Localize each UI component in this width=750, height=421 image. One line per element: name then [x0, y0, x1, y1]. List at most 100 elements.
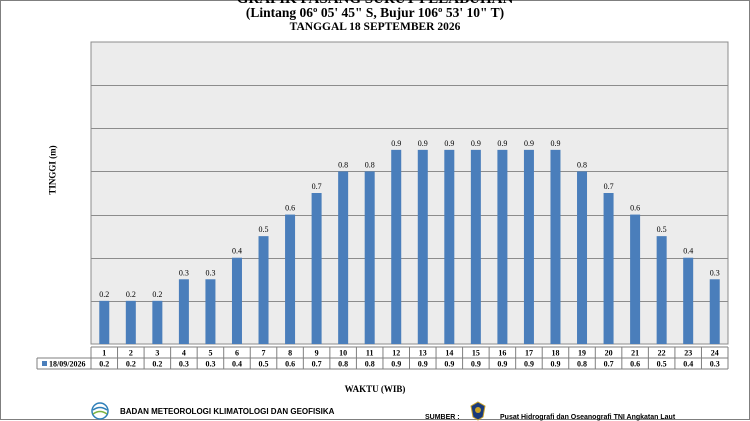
x-tick-label: 20: [605, 349, 613, 358]
bar-value-label: 0.2: [99, 290, 109, 299]
x-tick-label: 10: [339, 349, 347, 358]
x-tick-label: 24: [711, 349, 719, 358]
source-label: SUMBER :: [425, 414, 460, 421]
table-value-cell: 0.5: [259, 360, 269, 369]
legend-series-name: 18/09/2026: [49, 360, 85, 369]
table-value-cell: 0.9: [550, 360, 560, 369]
bar: [630, 214, 641, 344]
bar: [285, 214, 296, 344]
x-tick-label: 4: [182, 349, 186, 358]
bar-value-label: 0.9: [550, 139, 560, 148]
table-value-cell: 0.2: [126, 360, 136, 369]
bar-value-label: 0.3: [710, 268, 720, 277]
x-tick-label: 19: [578, 349, 586, 358]
table-value-cell: 0.3: [205, 360, 215, 369]
bar-value-label: 0.9: [497, 139, 507, 148]
bar: [391, 149, 402, 344]
bar: [364, 171, 375, 344]
table-value-cell: 0.5: [657, 360, 667, 369]
bar: [709, 279, 720, 344]
table-value-cell: 0.4: [683, 360, 693, 369]
bar-value-label: 0.8: [365, 160, 375, 169]
bar: [311, 193, 322, 344]
x-tick-label: 17: [525, 349, 533, 358]
table-value-cell: 0.3: [710, 360, 720, 369]
chart-date: TANGGAL 18 SEPTEMBER 2026: [289, 21, 461, 33]
bar-value-label: 0.9: [524, 139, 534, 148]
plot-area: [90, 41, 729, 345]
x-tick-label: 9: [315, 349, 319, 358]
table-value-cell: 0.2: [99, 360, 109, 369]
bar: [231, 257, 242, 344]
table-value-cell: 0.9: [418, 360, 428, 369]
bar: [258, 236, 269, 344]
table-value-cell: 0.6: [285, 360, 295, 369]
x-tick-label: 7: [262, 349, 266, 358]
bar-value-label: 0.3: [179, 268, 189, 277]
bar: [683, 257, 694, 344]
bar-value-label: 0.2: [152, 290, 162, 299]
bar-value-label: 0.8: [338, 160, 348, 169]
agency-name: BADAN METEOROLOGI KLIMATOLOGI DAN GEOFIS…: [120, 407, 335, 416]
bar: [444, 149, 455, 344]
bar-value-label: 0.5: [259, 225, 269, 234]
x-tick-label: 8: [288, 349, 292, 358]
bar: [178, 279, 189, 344]
x-tick-label: 14: [445, 349, 453, 358]
bar-value-label: 0.6: [630, 204, 640, 213]
table-value-cell: 0.9: [391, 360, 401, 369]
x-tick-label: 22: [658, 349, 666, 358]
table-value-cell: 0.9: [497, 360, 507, 369]
x-tick-label: 21: [631, 349, 639, 358]
table-value-cell: 0.8: [338, 360, 348, 369]
table-value-cell: 0.7: [312, 360, 322, 369]
x-tick-label: 23: [684, 349, 692, 358]
bar-value-label: 0.2: [126, 290, 136, 299]
bar-value-label: 0.9: [471, 139, 481, 148]
bar: [577, 171, 588, 344]
bar: [125, 300, 136, 344]
x-tick-label: 6: [235, 349, 239, 358]
bar-value-label: 0.4: [683, 247, 693, 256]
navy-emblem-icon: [470, 401, 486, 421]
bar: [656, 236, 667, 344]
table-value-cell: 0.8: [577, 360, 587, 369]
bar-value-label: 0.4: [232, 247, 242, 256]
bar: [338, 171, 349, 344]
table-value-cell: 0.7: [604, 360, 614, 369]
bar: [470, 149, 481, 344]
bar: [497, 149, 508, 344]
bar: [152, 300, 163, 344]
chart-coordinates: (Lintang 06º 05' 45" S, Bujur 106º 53' 1…: [245, 5, 505, 20]
bar-value-label: 0.9: [444, 139, 454, 148]
chart-title: GRAFIK PASANG SURUT PELABUHAN: [0, 0, 750, 8]
bar: [523, 149, 534, 344]
bmkg-logo-icon: [91, 402, 109, 420]
x-tick-label: 12: [392, 349, 400, 358]
x-tick-label: 1: [102, 349, 106, 358]
legend-swatch: [42, 361, 47, 366]
table-value-cell: 0.3: [179, 360, 189, 369]
bar-value-label: 0.9: [418, 139, 428, 148]
x-axis-label: WAKTU (WIB): [344, 384, 406, 394]
table-value-cell: 0.2: [152, 360, 162, 369]
x-tick-label: 16: [498, 349, 506, 358]
bar-value-label: 0.7: [312, 182, 322, 191]
table-value-cell: 0.9: [471, 360, 481, 369]
x-tick-label: 5: [208, 349, 212, 358]
x-tick-label: 11: [366, 349, 374, 358]
bar-value-label: 0.6: [285, 204, 295, 213]
bar-value-label: 0.5: [657, 225, 667, 234]
x-tick-label: 18: [551, 349, 559, 358]
table-value-cell: 0.4: [232, 360, 242, 369]
bar-value-label: 0.9: [391, 139, 401, 148]
table-value-cell: 0.9: [444, 360, 454, 369]
table-value-cell: 0.9: [524, 360, 534, 369]
source-name: Pusat Hidrografi dan Oseanografi TNI Ang…: [500, 414, 676, 421]
bar: [99, 300, 110, 344]
bar-value-label: 0.8: [577, 160, 587, 169]
x-tick-label: 13: [419, 349, 427, 358]
bar: [417, 149, 428, 344]
x-tick-label: 2: [129, 349, 133, 358]
